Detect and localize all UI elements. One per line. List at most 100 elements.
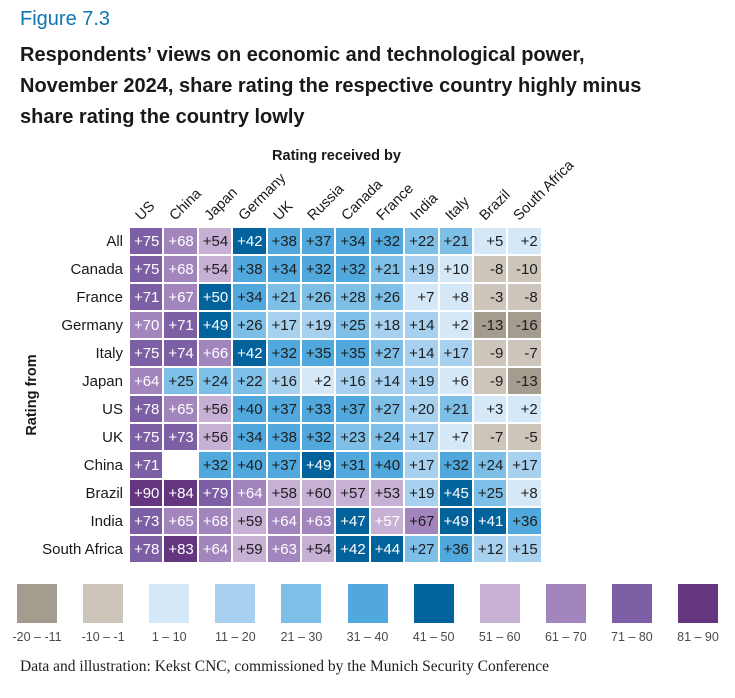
legend-item: 51 – 60 — [467, 584, 533, 644]
heatmap-cell: +24 — [473, 452, 507, 478]
heatmap-cell: +3 — [473, 396, 507, 422]
heatmap-cell: +21 — [267, 284, 300, 310]
heatmap-cell: +14 — [370, 368, 404, 394]
heatmap-cell: -9 — [473, 340, 507, 366]
heatmap-cell: +23 — [336, 424, 369, 450]
heatmap-cell: +22 — [405, 228, 438, 254]
heatmap-cell: +71 — [130, 284, 163, 310]
row-label: Germany — [61, 316, 123, 334]
heatmap-cell: -3 — [473, 284, 507, 310]
heatmap-cell: +33 — [301, 396, 335, 422]
heatmap-cell: +20 — [405, 396, 438, 422]
heatmap-cell: +18 — [370, 312, 404, 338]
heatmap-cell: +17 — [439, 340, 472, 366]
legend-label: 71 – 80 — [611, 630, 653, 644]
legend-swatch — [83, 584, 124, 623]
heatmap-cell: +32 — [370, 228, 404, 254]
legend-item: 61 – 70 — [533, 584, 599, 644]
heatmap-cell: +38 — [267, 424, 300, 450]
row-label: China — [83, 456, 123, 474]
heatmap-cell: +26 — [301, 284, 335, 310]
heatmap-cell: +25 — [473, 480, 507, 506]
heatmap-cell: +7 — [405, 284, 438, 310]
heatmap-cell: +37 — [267, 452, 300, 478]
column-headers: US China Japan Germany UK Russia Canada France I… — [130, 150, 578, 226]
heatmap-cell: +66 — [198, 340, 232, 366]
heatmap-cell: +54 — [198, 228, 232, 254]
heatmap-cell: +35 — [336, 340, 369, 366]
heatmap-cell: +5 — [473, 228, 507, 254]
legend-label: 21 – 30 — [280, 630, 323, 644]
heatmap-cell: +31 — [336, 452, 369, 478]
heatmap-cell: +54 — [198, 256, 232, 282]
column-header: UK — [270, 198, 296, 224]
heatmap-cell: +56 — [198, 424, 232, 450]
heatmap-cell: +25 — [164, 368, 197, 394]
heatmap-cell: +90 — [130, 480, 163, 506]
legend: -20 – -11 -10 – -1 1 – 10 11 – 20 21 – 30 31 … — [4, 584, 731, 644]
heatmap-cell: +63 — [301, 508, 335, 534]
heatmap-cell: +83 — [164, 536, 197, 562]
heatmap-cell: +21 — [439, 396, 472, 422]
heatmap-cell: +32 — [439, 452, 472, 478]
legend-swatch — [677, 584, 718, 623]
heatmap-cell: +42 — [233, 228, 266, 254]
heatmap-cell: +26 — [233, 312, 266, 338]
legend-label: -10 – -1 — [81, 630, 125, 644]
heatmap-cell: -13 — [473, 312, 507, 338]
column-header: Russia — [304, 181, 348, 224]
heatmap-cell: +44 — [370, 536, 404, 562]
heatmap-cell: +21 — [439, 228, 472, 254]
heatmap-cell: +75 — [130, 424, 163, 450]
heatmap-cell: +78 — [130, 536, 163, 562]
heatmap-cell: +58 — [267, 480, 300, 506]
column-header: Japan — [201, 184, 241, 224]
heatmap-cell: +14 — [405, 312, 438, 338]
figure-title: Respondents’ views on economic and techn… — [20, 40, 641, 133]
heatmap-cell — [164, 452, 197, 478]
figure-number: Figure 7.3 — [20, 8, 111, 30]
row-label: France — [76, 288, 123, 306]
legend-item: 41 – 50 — [401, 584, 467, 644]
heatmap-cell: +22 — [233, 368, 266, 394]
figure-title-line-1: Respondents’ views on economic and techn… — [20, 44, 585, 66]
row-label: Canada — [70, 260, 123, 278]
heatmap-cell: +19 — [301, 312, 335, 338]
heatmap-cell: +42 — [233, 340, 266, 366]
legend-swatch — [281, 584, 322, 623]
heatmap-cell: +42 — [336, 536, 369, 562]
heatmap-cell: +68 — [198, 508, 232, 534]
heatmap-cell: +16 — [336, 368, 369, 394]
heatmap-cell: +40 — [233, 396, 266, 422]
heatmap-cell: +57 — [336, 480, 369, 506]
legend-label: 41 – 50 — [412, 630, 455, 644]
heatmap-cell: +34 — [336, 228, 369, 254]
heatmap-cell: +65 — [164, 508, 197, 534]
legend-swatch — [611, 584, 652, 623]
heatmap-cell: +56 — [198, 396, 232, 422]
heatmap-cell: +19 — [405, 256, 438, 282]
heatmap-cell: +64 — [130, 368, 163, 394]
heatmap-cell: +36 — [439, 536, 472, 562]
heatmap-cell: +27 — [370, 396, 404, 422]
heatmap-cell: +65 — [164, 396, 197, 422]
legend-item: 31 – 40 — [334, 584, 400, 644]
heatmap-cell: +32 — [198, 452, 232, 478]
heatmap-cell: +19 — [405, 368, 438, 394]
heatmap-cell: +14 — [405, 340, 438, 366]
heatmap-cell: +26 — [370, 284, 404, 310]
column-header: US — [132, 198, 159, 224]
heatmap-cell: +21 — [370, 256, 404, 282]
heatmap-cell: +47 — [336, 508, 369, 534]
row-label: Italy — [95, 344, 123, 362]
heatmap-cell: +12 — [473, 536, 507, 562]
heatmap-cell: +59 — [233, 536, 266, 562]
heatmap-cell: +37 — [301, 228, 335, 254]
column-header: Brazil — [476, 187, 514, 224]
column-header: Italy — [442, 193, 473, 224]
row-label: Brazil — [85, 484, 123, 502]
legend-item: -20 – -11 — [4, 584, 70, 644]
heatmap-cell: +24 — [370, 424, 404, 450]
heatmap-cell: -10 — [508, 256, 541, 282]
heatmap-cell: +73 — [164, 424, 197, 450]
